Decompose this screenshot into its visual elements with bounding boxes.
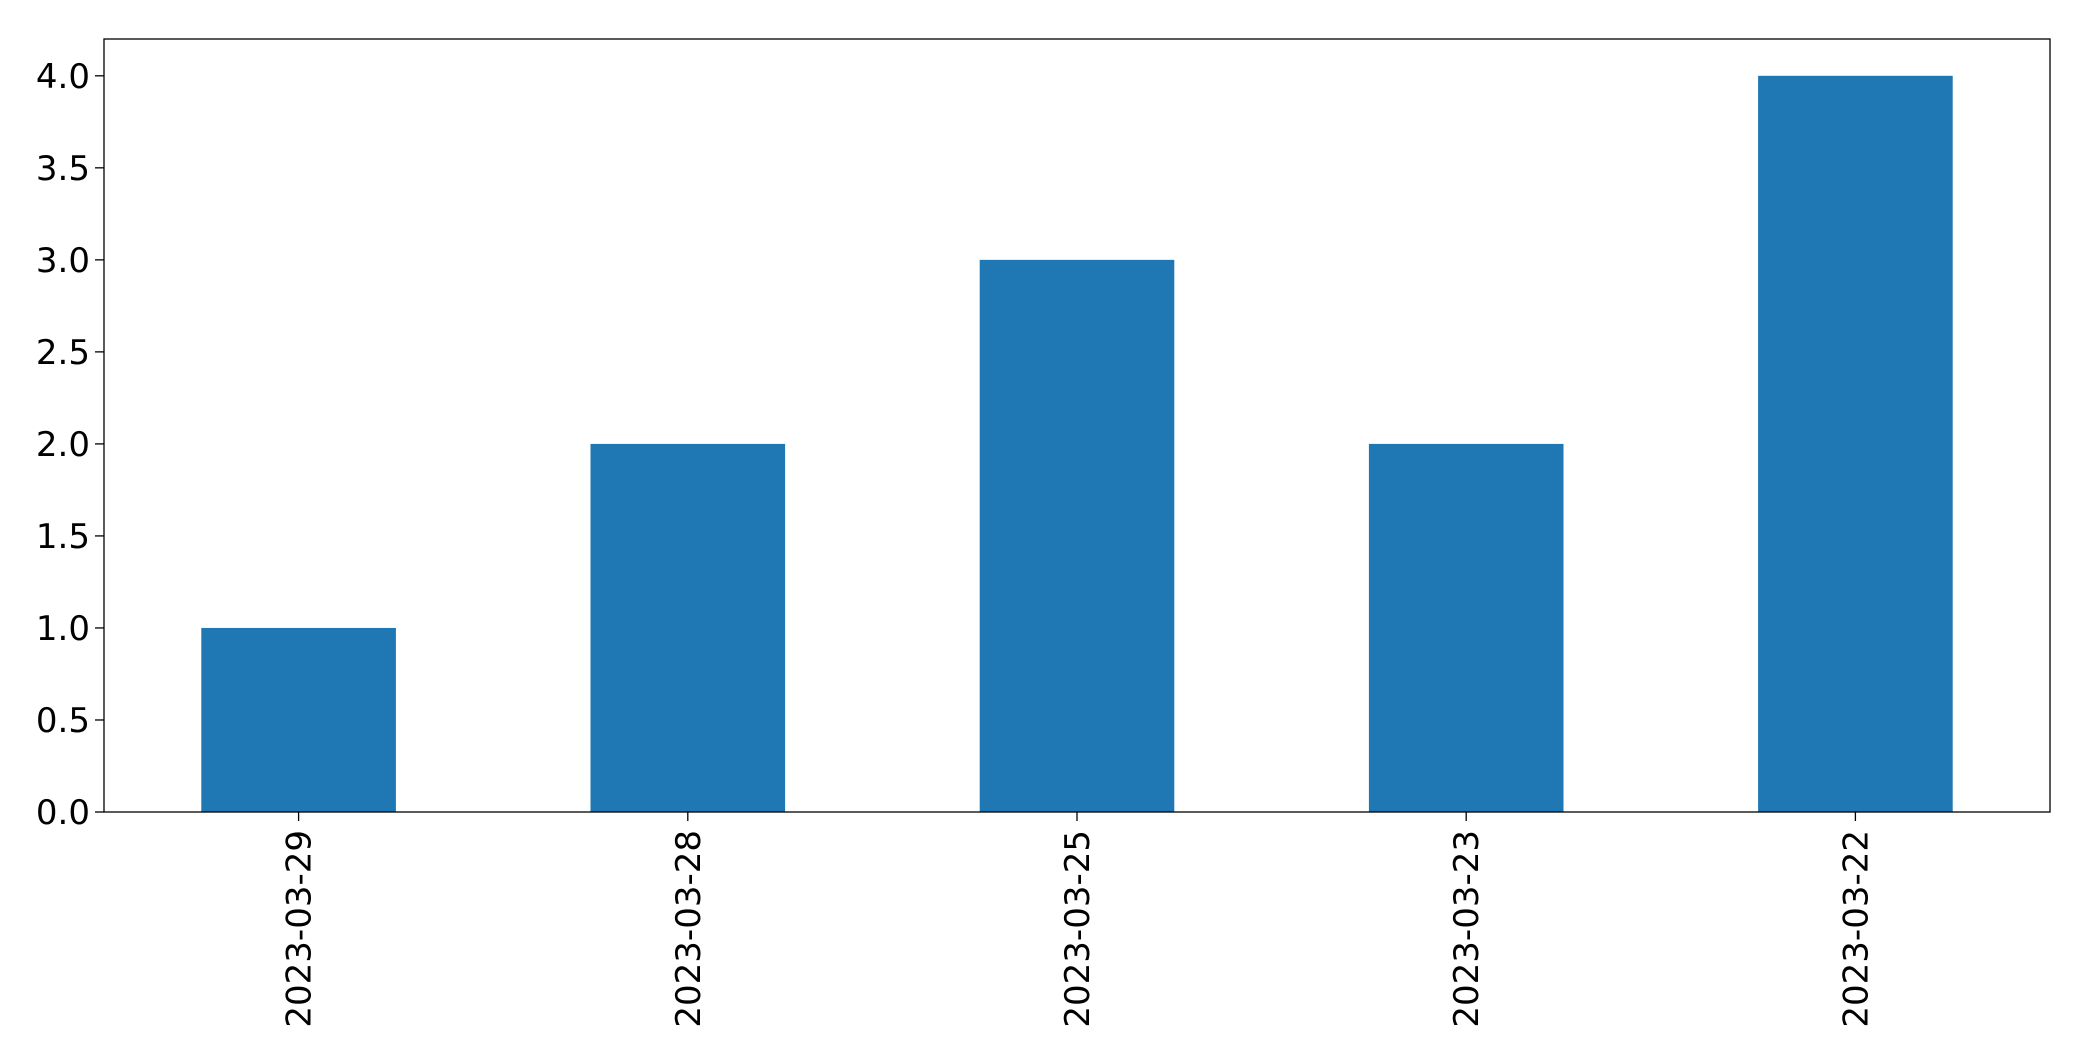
bar-2023-03-28 (590, 443, 786, 812)
x-tick-label: 2023-03-28 (669, 830, 709, 1028)
x-tick-label: 2023-03-23 (1447, 830, 1487, 1028)
x-tick-label: 2023-03-22 (1836, 830, 1876, 1028)
y-tick-label: 4.0 (36, 57, 90, 97)
y-tick-label: 2.0 (36, 425, 90, 465)
y-tick-label: 2.5 (36, 333, 90, 373)
x-tick-label: 2023-03-29 (280, 830, 320, 1028)
bar-2023-03-29 (201, 627, 396, 812)
y-tick-label: 1.0 (36, 609, 90, 649)
x-axis: 2023-03-29 2023-03-28 2023-03-25 2023-03-23… (280, 812, 1876, 1028)
bar-2023-03-23 (1368, 443, 1564, 812)
plot-frame (103, 38, 2051, 813)
x-tick-label: 2023-03-25 (1058, 830, 1098, 1028)
bars-group (201, 75, 1953, 813)
y-tick-label: 3.0 (36, 241, 90, 281)
y-tick-label: 1.5 (36, 517, 90, 557)
y-tick-label: 0.0 (36, 793, 90, 833)
y-axis: 0.0 0.5 1.0 1.5 2.0 2.5 3.0 3.5 4.0 (36, 57, 104, 833)
bar-2023-03-22 (1758, 75, 1953, 813)
bar-2023-03-25 (979, 259, 1175, 812)
y-tick-label: 3.5 (36, 149, 90, 189)
y-tick-label: 0.5 (36, 701, 90, 741)
